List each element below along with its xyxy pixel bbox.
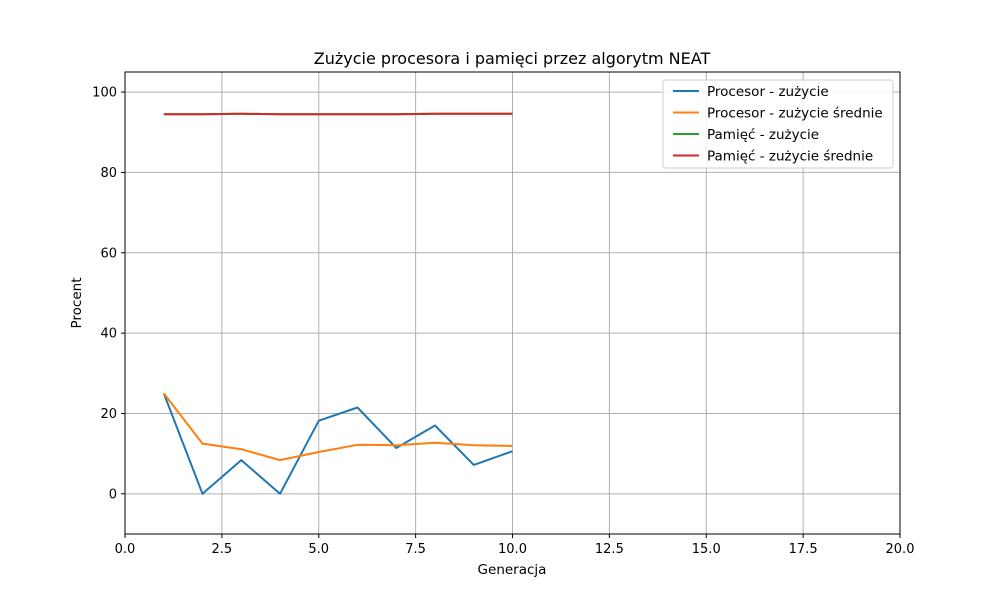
- y-axis: 0 20 40 60 80 100: [92, 86, 125, 502]
- series-lines: [162, 112, 513, 495]
- x-tick-label: 7.5: [405, 542, 426, 557]
- y-tick-label: 60: [100, 246, 117, 261]
- x-tick-label: 15.0: [692, 542, 721, 557]
- x-tick-label: 20.0: [886, 542, 915, 557]
- x-tick-label: 2.5: [212, 542, 233, 557]
- series-line-1: [162, 393, 513, 495]
- legend-box: [662, 79, 894, 169]
- y-tick-label: 40: [100, 327, 117, 342]
- y-tick-label: 100: [92, 86, 117, 101]
- legend-entry-label: Procesor - zużycie: [707, 84, 829, 100]
- y-tick-label: 80: [100, 166, 117, 181]
- x-axis-label: Generacja: [478, 562, 547, 578]
- y-tick-label: 20: [100, 407, 117, 422]
- x-tick-label: 12.5: [595, 542, 624, 557]
- y-tick-label: 0: [109, 487, 117, 502]
- x-tick-label: 10.0: [498, 542, 527, 557]
- legend-entry-label: Pamięć - zużycie: [707, 127, 819, 143]
- series-line-2: [163, 392, 513, 462]
- legend: Procesor - zużycie Procesor - zużycie śre…: [662, 79, 894, 169]
- grid: [124, 72, 901, 534]
- x-tick-label: 0.0: [115, 542, 136, 557]
- x-tick-label: 5.0: [308, 542, 329, 557]
- y-axis-label: Procent: [69, 278, 85, 329]
- legend-entry-label: Procesor - zużycie średnie: [707, 106, 883, 122]
- chart-title: Zużycie procesora i pamięci przez algory…: [314, 49, 711, 68]
- x-tick-label: 17.5: [789, 542, 818, 557]
- legend-entry-label: Pamięć - zużycie średnie: [707, 149, 873, 165]
- x-axis: 0.0 2.5 5.0 7.5 10.0 12.5 15.0 17.5 20.0: [115, 534, 915, 557]
